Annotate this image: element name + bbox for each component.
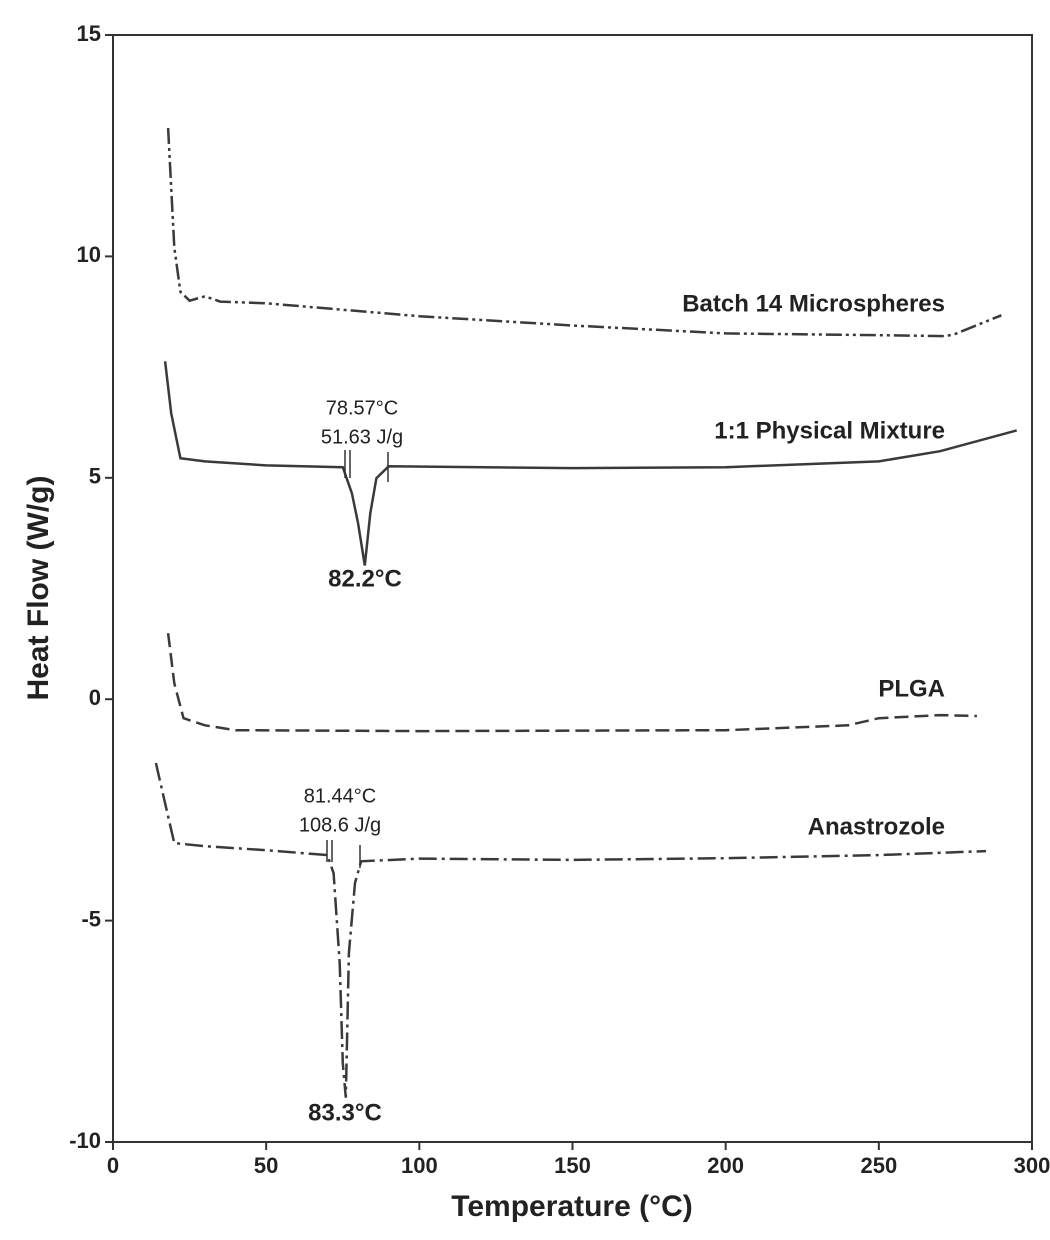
annotation: 51.63 J/g [321,426,403,448]
series-label: Batch 14 Microspheres [682,290,945,317]
y-axis-title: Heat Flow (W/g) [22,476,55,701]
x-tick-label: 200 [707,1153,744,1178]
series-label: PLGA [878,675,945,702]
x-tick-label: 0 [107,1153,119,1178]
y-tick-label: 5 [89,464,101,489]
plot-frame [112,34,1033,1143]
x-tick-label: 150 [554,1153,591,1178]
series-line [154,762,987,1098]
series-line [166,633,977,733]
series-label: Anastrozole [808,813,945,840]
y-tick-label: 15 [77,21,101,46]
annotation: 108.6 J/g [299,814,381,836]
annotation: 81.44°C [304,785,377,807]
x-tick-label: 50 [254,1153,278,1178]
x-tick-label: 100 [401,1153,438,1178]
y-tick-label: 0 [89,685,101,710]
series-line [163,361,1018,566]
x-tick-label: 300 [1014,1153,1050,1178]
annotation: 83.3°C [308,1099,382,1126]
annotation: 78.57°C [326,397,399,419]
y-tick-label: 10 [77,242,101,267]
x-tick-label: 250 [860,1153,897,1178]
y-tick-label: -10 [69,1128,101,1153]
series-line [166,127,1002,338]
series-label: 1:1 Physical Mixture [714,417,945,444]
annotation: 82.2°C [328,565,402,592]
x-axis-title: Temperature (°C) [451,1190,692,1223]
y-tick-label: -5 [81,906,101,931]
